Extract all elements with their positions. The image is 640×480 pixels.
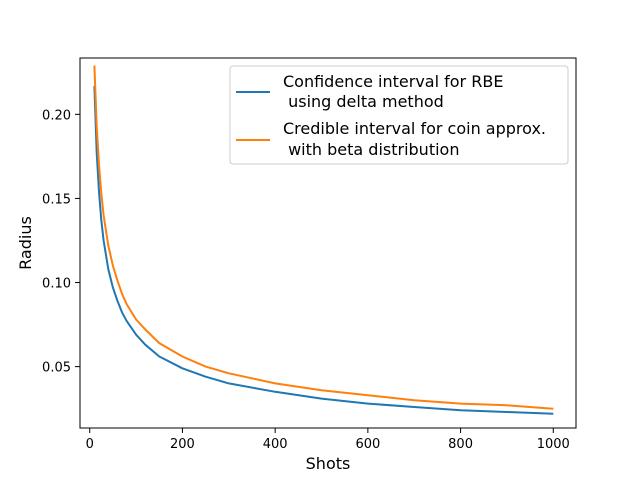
series-line-credible-interval: [93, 65, 554, 410]
x-tick-label: 800: [448, 437, 473, 452]
x-axis-label: Shots: [306, 454, 351, 473]
x-tick-label: 200: [170, 437, 195, 452]
x-tick-label: 1000: [537, 437, 570, 452]
y-tick-label: 0.20: [42, 108, 71, 123]
x-axis: 0 200 400 600 800 1000: [86, 428, 570, 452]
y-tick-label: 0.15: [42, 192, 71, 207]
y-tick-label: 0.10: [42, 277, 71, 292]
y-axis-label: Radius: [16, 216, 35, 270]
legend-label-credible-line-1: Credible interval for coin approx.: [283, 119, 546, 138]
series-line-confidence-interval: [93, 85, 554, 415]
legend-label-confidence-line-1: Confidence interval for RBE: [283, 72, 503, 91]
x-tick-label: 600: [355, 437, 380, 452]
legend: Confidence interval for RBE using delta …: [229, 65, 569, 165]
legend-label-confidence-line-2: using delta method: [283, 92, 444, 111]
x-tick-label: 400: [263, 437, 288, 452]
series-layer: [93, 65, 554, 415]
y-axis: 0.05 0.10 0.15 0.20: [42, 108, 80, 376]
legend-box: [229, 65, 569, 165]
x-tick-label: 0: [86, 437, 94, 452]
legend-label-credible-line-2: with beta distribution: [283, 140, 459, 159]
y-tick-label: 0.05: [42, 361, 71, 376]
